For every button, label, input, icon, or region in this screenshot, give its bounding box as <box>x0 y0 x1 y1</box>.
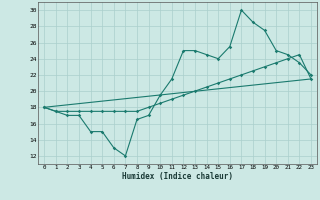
X-axis label: Humidex (Indice chaleur): Humidex (Indice chaleur) <box>122 172 233 181</box>
